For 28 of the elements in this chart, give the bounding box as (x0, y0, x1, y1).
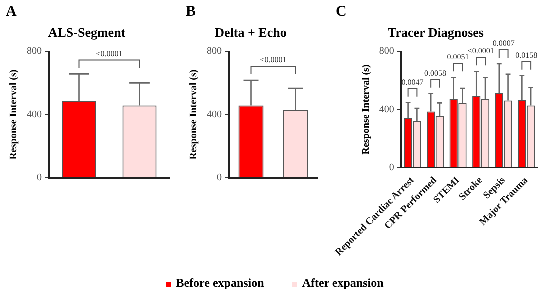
annotation: 0.0158 (516, 50, 538, 60)
annotation: 0.0051 (447, 52, 470, 62)
y-axis-title: Response Interval (s) (360, 64, 372, 155)
y-tick-label: 0 (37, 172, 42, 184)
y-tick-label: 800 (27, 46, 42, 58)
legend-label: After expansion (301, 276, 384, 291)
text: 0.0007 (492, 39, 515, 48)
legend-label: Before expansion (175, 276, 264, 291)
y-tick-label: 400 (27, 109, 42, 120)
y-tick-label: 400 (207, 109, 222, 120)
y-tick-label: 800 (379, 46, 394, 58)
annotation: <0.0001 (468, 46, 494, 56)
text: A (6, 4, 17, 21)
chart-title: Tracer Diagnoses (388, 25, 484, 40)
y-tick-label: 0 (389, 162, 394, 174)
chart-title: ALS-Segment (48, 25, 126, 40)
y-axis-title: Response Interval (s) (188, 70, 200, 160)
text: C (336, 4, 347, 21)
annotation: 0.0058 (424, 68, 447, 78)
y-tick-label: 400 (379, 104, 394, 116)
annotation: <0.0001 (96, 49, 123, 58)
annotation: <0.0001 (260, 56, 287, 65)
annotation: 0.0047 (402, 78, 424, 87)
y-tick-label: 800 (207, 46, 222, 58)
chart-title: Delta + Echo (215, 25, 287, 40)
y-axis-title: Response Interval (s) (8, 70, 20, 160)
y-tick-label: 0 (217, 172, 222, 184)
text: B (186, 4, 196, 21)
